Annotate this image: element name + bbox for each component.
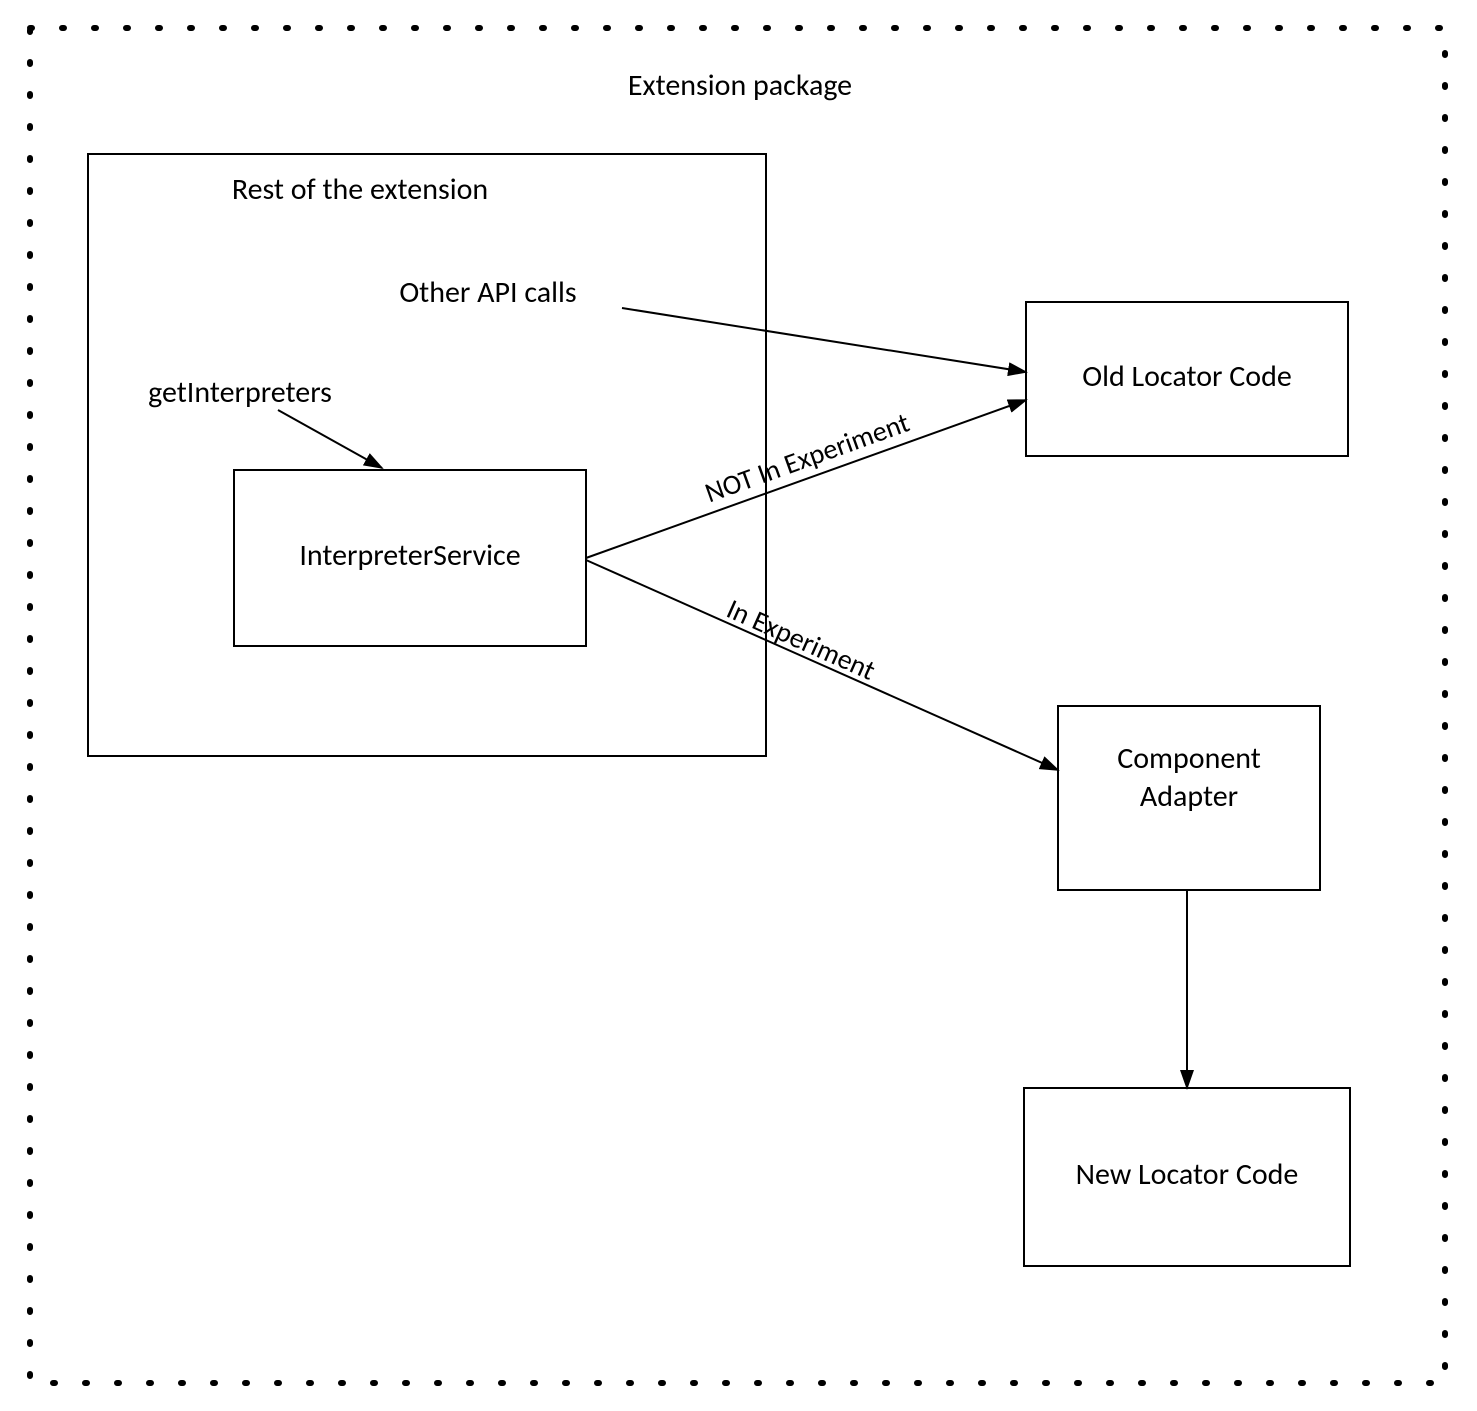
node-label: Other API calls — [399, 274, 576, 311]
node-label: Adapter — [1140, 778, 1238, 815]
node-box — [88, 154, 766, 756]
node-label: getInterpreters — [148, 374, 332, 411]
node-interpreter_service: InterpreterService — [234, 470, 586, 646]
node-rest_container: Rest of the extension — [88, 154, 766, 756]
node-get_interpreters_label: getInterpreters — [148, 374, 332, 411]
node-component_adapter: ComponentAdapter — [1058, 706, 1320, 890]
node-new_locator: New Locator Code — [1024, 1088, 1350, 1266]
node-other_api_label: Other API calls — [399, 274, 576, 311]
diagram-title: Extension package — [628, 67, 852, 104]
node-label: Old Locator Code — [1082, 358, 1292, 395]
node-label: InterpreterService — [299, 537, 520, 574]
node-label: Rest of the extension — [232, 171, 488, 208]
node-label: New Locator Code — [1076, 1156, 1299, 1193]
architecture-diagram: Extension package Rest of the extension In… — [0, 0, 1477, 1411]
node-old_locator: Old Locator Code — [1026, 302, 1348, 456]
node-label: Component — [1117, 740, 1261, 777]
